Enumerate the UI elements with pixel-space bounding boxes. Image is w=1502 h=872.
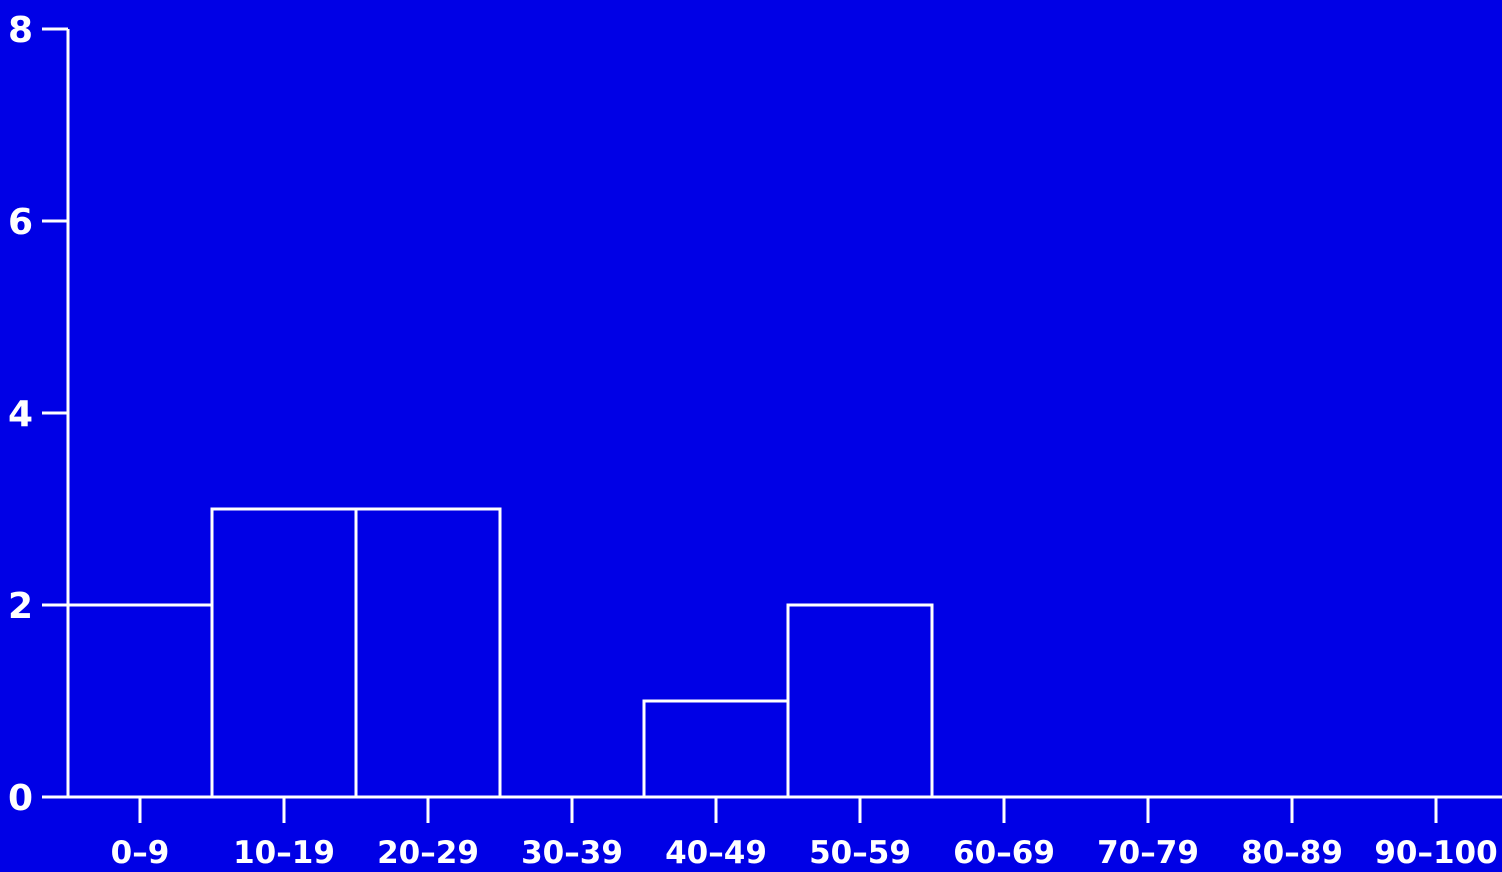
x-tick-label: 20–29 [377, 835, 479, 871]
x-axis-ticks: 0–9 10–19 20–29 30–39 40–49 50–59 60–69 70–79 80… [111, 797, 1498, 871]
y-tick-label: 4 [8, 394, 33, 435]
x-tick-label: 0–9 [111, 835, 170, 871]
x-tick-label: 30–39 [521, 835, 623, 871]
y-axis-ticks: 0 2 4 6 8 [8, 10, 68, 819]
y-tick-label: 2 [8, 586, 33, 627]
x-tick-label: 80–89 [1241, 835, 1343, 871]
x-tick-label: 40–49 [665, 835, 767, 871]
x-tick-label: 70–79 [1097, 835, 1199, 871]
y-tick-label: 0 [8, 778, 33, 819]
y-tick-label: 8 [8, 10, 33, 51]
y-tick-label: 6 [8, 202, 33, 243]
x-tick-label: 90–100 [1374, 835, 1497, 871]
x-tick-label: 10–19 [233, 835, 335, 871]
x-tick-label: 50–59 [809, 835, 911, 871]
x-tick-label: 60–69 [953, 835, 1055, 871]
